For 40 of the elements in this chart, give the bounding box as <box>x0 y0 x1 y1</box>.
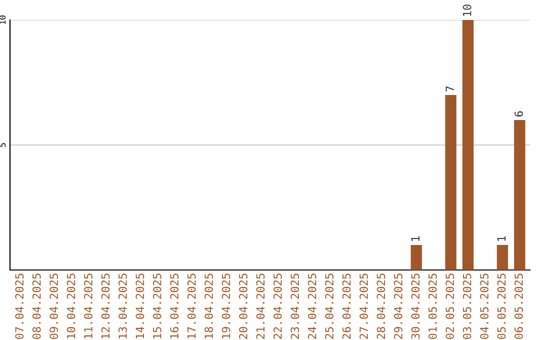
bar <box>410 245 422 270</box>
x-tick-label: 15.04.2025 <box>152 274 162 338</box>
x-tick-label: 04.05.2025 <box>480 274 488 339</box>
bar <box>462 20 474 270</box>
x-tick-label: 08.04.2025 <box>32 274 41 339</box>
x-tick-label: 10.04.2025 <box>66 274 76 338</box>
x-tick-label: 18.04.2025 <box>204 274 213 338</box>
x-tick-label: 30.04.2025 <box>411 274 420 339</box>
x-tick-label: 16.04.2025 <box>170 274 179 338</box>
x-tick-label: 07.04.2025 <box>15 274 24 339</box>
data-label: 1 <box>497 236 506 241</box>
x-tick-label: 19.04.2025 <box>222 274 230 338</box>
x-tick-label: 06.05.2025 <box>514 274 523 339</box>
data-label: 7 <box>446 86 454 92</box>
x-tick-label: 23.04.2025 <box>290 274 300 339</box>
data-label: 6 <box>514 111 523 116</box>
x-tick-label: 11.04.2025 <box>84 274 92 338</box>
x-tick-label: 12.04.2025 <box>101 274 110 338</box>
x-tick-label: 01.05.2025 <box>428 274 437 339</box>
x-tick-label: 13.04.2025 <box>118 274 127 338</box>
x-tick-label: 21.04.2025 <box>256 274 265 339</box>
bar <box>445 95 456 270</box>
x-tick-label: 22.04.2025 <box>273 274 282 339</box>
x-tick-label: 25.04.2025 <box>325 274 334 339</box>
x-tick-label: 03.05.2025 <box>462 274 472 339</box>
x-tick-label: 28.04.2025 <box>376 274 386 339</box>
x-tick-label: 24.04.2025 <box>308 274 316 339</box>
x-tick-label: 20.04.2025 <box>239 274 248 339</box>
x-tick-label: 26.04.2025 <box>342 274 351 339</box>
x-tick-label: 17.04.2025 <box>187 274 196 338</box>
x-tick-label: 02.05.2025 <box>446 274 454 339</box>
bar <box>514 120 526 270</box>
data-label: 10 <box>462 4 472 16</box>
x-tick-label: 27.04.2025 <box>360 274 368 339</box>
x-tick-label: 14.04.2025 <box>136 274 144 338</box>
x-tick-label: 29.04.2025 <box>394 274 402 339</box>
data-label: 1 <box>411 236 420 241</box>
bar <box>496 245 508 270</box>
x-tick-label: 05.05.2025 <box>497 274 506 339</box>
x-tick-label: 09.04.2025 <box>50 274 58 339</box>
